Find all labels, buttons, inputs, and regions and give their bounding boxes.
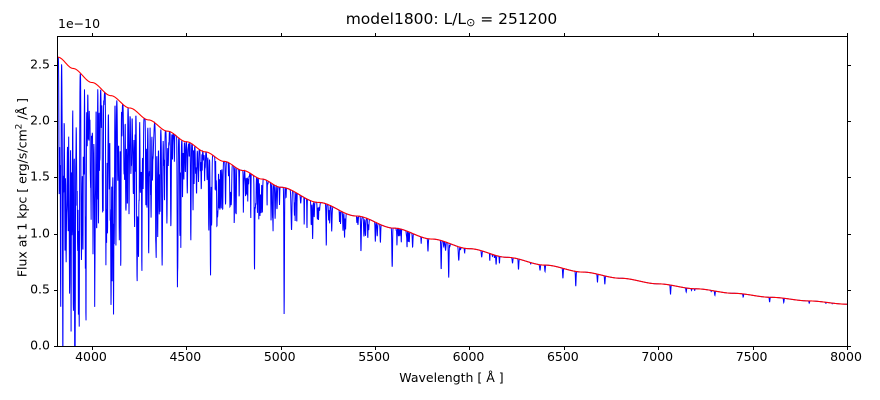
title-separator: :	[433, 10, 444, 28]
y-axis-tick-right	[847, 121, 851, 123]
y-axis-tick-label: 1.0	[30, 225, 50, 241]
plot-axes-frame	[54, 33, 851, 350]
y-axis-tick-label: 1.5	[30, 168, 50, 184]
title-value: 251200	[498, 10, 558, 28]
x-axis-tick	[847, 346, 848, 350]
title-model-name: model1800	[345, 10, 434, 28]
x-axis-tick-top	[280, 33, 282, 37]
y-axis-tick-right	[847, 233, 851, 235]
y-axis-tick	[54, 289, 58, 291]
x-axis-tick-top	[186, 33, 188, 37]
y-axis-tick-label: 0.0	[30, 337, 50, 353]
y-axis-tick-right	[847, 177, 851, 179]
spectrum-line	[58, 56, 847, 346]
y-axis-tick-label: 0.5	[30, 281, 50, 297]
y-axis-tick-right	[847, 65, 851, 67]
x-axis-tick-label: 7500	[735, 349, 768, 364]
title-quantity: L/L	[443, 10, 467, 28]
x-axis-tick-label: 5500	[358, 349, 391, 364]
x-axis-tick	[563, 346, 565, 350]
x-axis-tick-top	[469, 33, 471, 37]
y-axis-tick	[54, 233, 58, 235]
spectrum-plot-canvas	[58, 56, 847, 346]
y-axis-tick	[54, 177, 58, 179]
x-axis-tick-top	[563, 33, 565, 37]
y-axis-tick-label: 2.0	[30, 112, 50, 128]
y-axis-tick-label: 2.5	[30, 56, 50, 72]
continuum-line	[58, 56, 847, 305]
y-axis-tick	[54, 121, 58, 123]
x-axis-tick	[91, 346, 93, 350]
x-axis-tick-label: 4500	[169, 349, 202, 364]
page-title: model1800: L/L⊙ = 251200	[57, 10, 846, 29]
x-axis-tick-top	[375, 33, 377, 37]
x-axis-tick-label: 6000	[452, 349, 485, 364]
x-axis-tick-top	[658, 33, 660, 37]
x-axis-label: Wavelength [ Å ]	[399, 370, 504, 385]
x-axis-tick-top	[91, 33, 93, 37]
x-axis-tick	[186, 346, 188, 350]
y-axis-offset-text: 1e−10	[58, 16, 101, 31]
x-axis-tick-top	[847, 33, 848, 37]
y-axis-tick	[54, 65, 58, 67]
x-axis-tick-label: 7000	[641, 349, 674, 364]
y-axis-label: Flux at 1 kpc [ erg/s/cm2 /Å ]	[14, 98, 30, 278]
sun-symbol-icon: ⊙	[466, 15, 476, 29]
x-axis-tick-label: 8000	[830, 349, 862, 364]
x-axis-tick	[280, 346, 282, 350]
x-axis-tick	[375, 346, 377, 350]
x-axis-tick	[658, 346, 660, 350]
x-axis-tick-top	[752, 33, 754, 37]
x-axis-tick-label: 4000	[75, 349, 107, 364]
x-axis-tick-label: 6500	[546, 349, 579, 364]
x-axis-tick	[469, 346, 471, 350]
title-equals: =	[475, 10, 499, 28]
y-axis-tick-right	[847, 289, 851, 291]
x-axis-tick-label: 5000	[263, 349, 296, 364]
x-axis-tick	[752, 346, 754, 350]
y-axis-tick-right	[847, 346, 851, 347]
y-axis-tick	[54, 346, 58, 347]
